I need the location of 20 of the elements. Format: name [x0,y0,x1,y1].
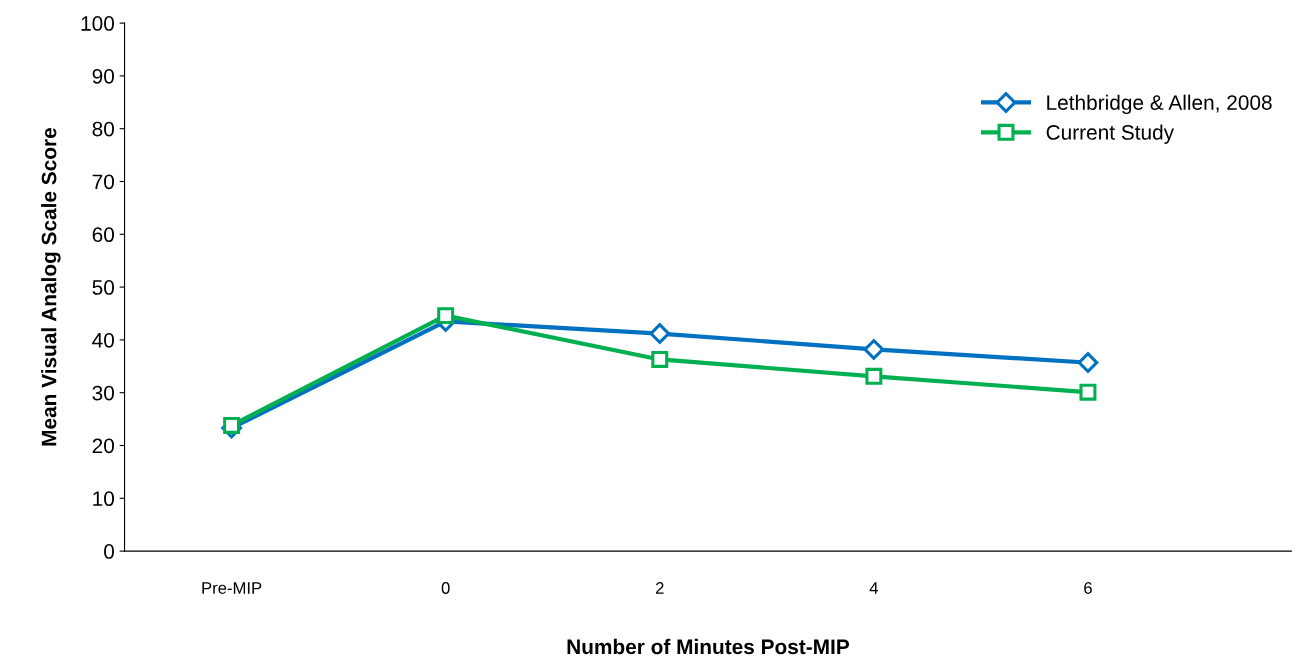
y-tick-label: 90 [92,68,115,84]
y-axis-title: Mean Visual Analog Scale Score [41,128,61,446]
legend-label: Current Study [1046,124,1175,144]
y-tick-label: 0 [104,544,115,559]
y-tick-label: 50 [92,280,115,295]
x-tick-label: Pre-MIP [202,582,262,594]
x-axis-title: Number of Minutes Post-MIP [567,638,850,655]
legend-label: Lethbridge & Allen, 2008 [1047,94,1272,115]
y-tick-label: 30 [92,385,115,401]
x-tick-label: 2 [655,582,664,594]
x-tick-label: 6 [1084,582,1092,594]
y-tick-label: 100 [81,16,115,31]
y-tick-label: 60 [92,227,115,243]
y-tick-label: 80 [92,121,115,137]
y-tick-label: 40 [92,332,115,348]
y-tick-label: 70 [92,174,115,190]
x-tick-label: 0 [441,582,450,594]
x-tick-label: 4 [869,582,879,594]
y-tick-label: 10 [93,491,115,507]
y-tick-label: 20 [92,438,115,454]
